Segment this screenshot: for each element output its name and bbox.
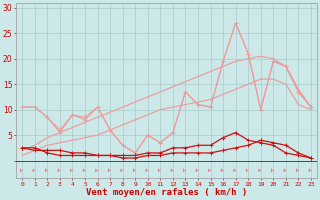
X-axis label: Vent moyen/en rafales ( km/h ): Vent moyen/en rafales ( km/h ) [86, 188, 247, 197]
